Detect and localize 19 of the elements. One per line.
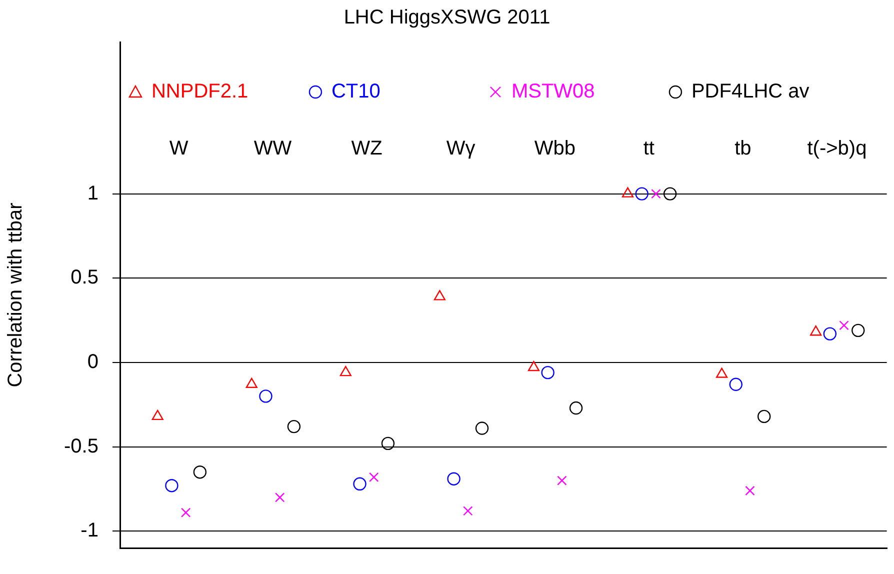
x-tick-label: tb xyxy=(734,138,752,160)
legend-label: MSTW08 xyxy=(511,80,595,103)
x-tick-label: WW xyxy=(254,138,292,160)
y-tick-label: -1 xyxy=(80,520,98,542)
legend-label: CT10 xyxy=(331,80,380,103)
x-tick-label: W xyxy=(169,138,188,160)
legend-label: PDF4LHC av xyxy=(691,80,810,103)
x-tick-label: t(->b)q xyxy=(807,138,867,160)
chart-title: LHC HiggsXSWG 2011 xyxy=(344,6,550,29)
x-tick-label: Wbb xyxy=(534,138,576,160)
y-axis-title: Correlation with ttbar xyxy=(4,202,27,388)
y-tick-label: 0.5 xyxy=(70,266,98,289)
x-tick-label: WZ xyxy=(351,138,382,160)
x-tick-label: tt xyxy=(643,138,655,160)
y-tick-label: 1 xyxy=(87,182,98,204)
legend-label: NNPDF2.1 xyxy=(151,80,248,103)
y-tick-label: -0.5 xyxy=(64,435,98,458)
x-tick-label: Wγ xyxy=(446,138,476,160)
y-tick-label: 0 xyxy=(87,350,98,373)
